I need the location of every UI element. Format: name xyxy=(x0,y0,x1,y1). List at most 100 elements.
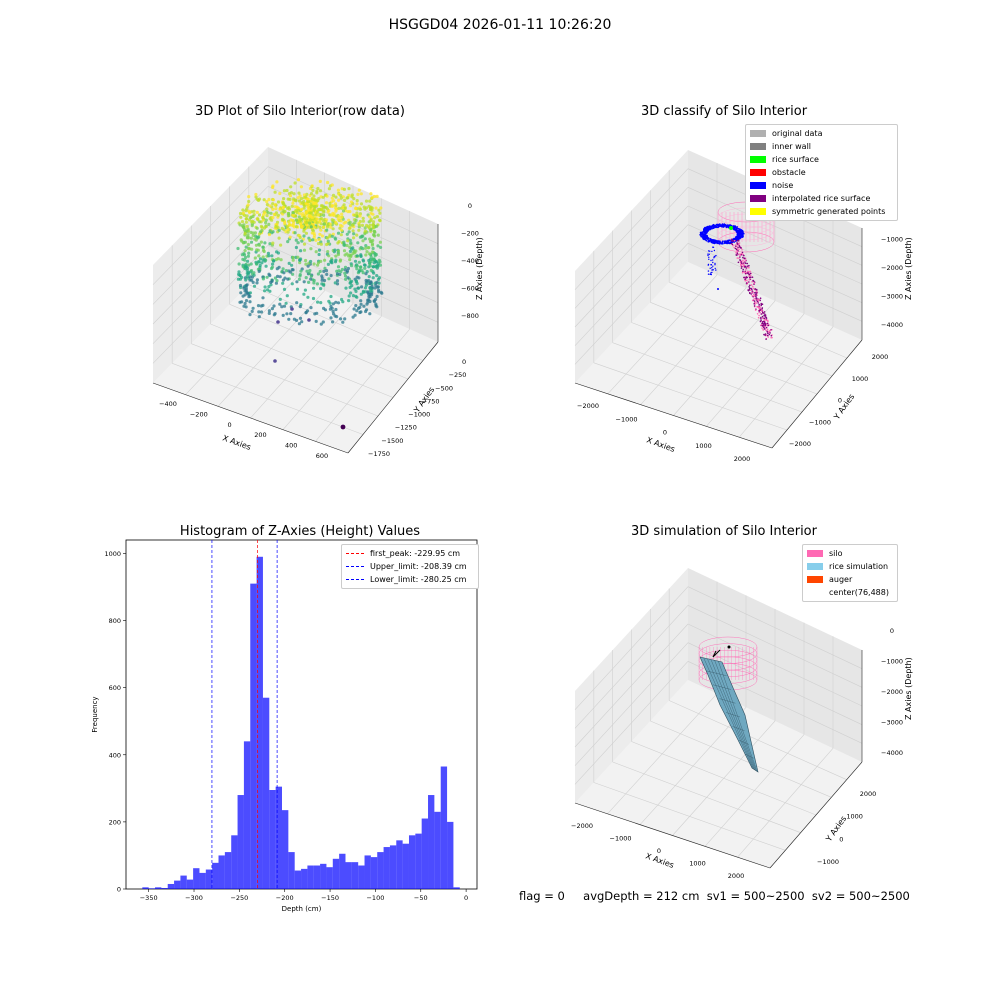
panel1-data-point xyxy=(325,228,329,232)
panel2-interp-point xyxy=(753,298,755,300)
panel2-y-tick-label: 0 xyxy=(838,397,842,405)
panel1-data-point xyxy=(260,228,264,233)
panel1-data-point xyxy=(305,309,310,313)
panel2-interp-point xyxy=(758,305,760,307)
legend-item-auger: auger xyxy=(807,573,893,586)
panel1-data-point xyxy=(271,202,275,206)
panel2-noise-point xyxy=(715,269,717,271)
panel1-data-point xyxy=(302,280,306,284)
panel2-interp-point xyxy=(765,316,767,319)
panel2-interp-point xyxy=(732,244,734,247)
panel1-y-tick-label: −500 xyxy=(435,384,453,392)
panel1-data-point xyxy=(298,273,302,277)
panel1-data-point xyxy=(371,223,375,227)
panel1-data-point xyxy=(369,192,373,196)
histogram-bar xyxy=(282,810,289,889)
panel2-interp-point xyxy=(751,299,754,302)
panel1-data-point xyxy=(310,197,314,201)
panel1-data-point xyxy=(277,265,281,269)
panel2-interp-point xyxy=(769,332,771,334)
panel2-noise-point xyxy=(732,228,735,230)
panel1-data-point xyxy=(302,292,306,296)
histogram-bar xyxy=(370,857,378,889)
panel1-data-point xyxy=(337,206,341,210)
panel1-data-point xyxy=(249,262,253,266)
histogram-bar xyxy=(205,869,213,889)
panel1-data-point xyxy=(329,316,333,320)
panel1-data-point xyxy=(245,290,249,294)
histogram-bar xyxy=(339,853,346,889)
histogram-bar xyxy=(351,862,359,889)
panel1-data-point xyxy=(294,225,299,229)
panel1-data-point xyxy=(298,261,302,265)
panel1-data-point xyxy=(268,273,272,278)
panel1-data-point xyxy=(249,236,253,240)
panel2-y-axis-label: Y Axies xyxy=(832,392,857,422)
panel2-interp-point xyxy=(755,288,758,291)
panel1-data-point xyxy=(349,291,353,295)
panel1-data-point xyxy=(272,259,276,263)
panel2-noise-point xyxy=(725,224,728,227)
panel1-data-point xyxy=(247,195,251,199)
panel1-data-point xyxy=(316,263,320,267)
panel1-data-point xyxy=(342,240,346,244)
panel1-data-point xyxy=(244,305,248,309)
panel1-data-point xyxy=(298,316,303,320)
panel2-noise-point xyxy=(740,233,743,235)
panel2-interp-point xyxy=(748,273,751,276)
panel2-noise-point xyxy=(699,231,702,234)
panel1-data-point xyxy=(252,273,256,277)
panel4-grid xyxy=(669,700,847,780)
panel1-data-point xyxy=(333,248,337,252)
panel2-interp-point xyxy=(764,323,767,326)
panel1-data-point xyxy=(357,188,361,192)
panel2-interp-point xyxy=(748,264,750,267)
panel2-z-tick-label: −1000 xyxy=(881,236,903,244)
panel2-noise-point xyxy=(734,225,736,227)
panel1-data-point xyxy=(295,287,300,291)
panel1-data-point xyxy=(289,312,293,316)
panel1-data-point xyxy=(368,240,373,244)
panel1-data-point xyxy=(321,320,325,324)
panel2-x-tick-label: −1000 xyxy=(616,415,638,423)
panel1-data-point xyxy=(336,231,341,235)
panel1-data-point xyxy=(315,217,319,221)
panel2-interp-point xyxy=(745,276,748,278)
panel2-interp-point xyxy=(764,318,766,321)
panel1-data-point xyxy=(340,212,344,216)
panel1-data-point xyxy=(372,271,376,275)
panel2-interp-point xyxy=(766,328,769,331)
panel2-noise-point xyxy=(737,233,740,236)
panel4-auger xyxy=(712,649,721,658)
legend-swatch xyxy=(750,169,766,176)
panel1-data-point xyxy=(373,230,377,234)
panel1-data-point xyxy=(278,207,282,211)
panel2-interp-point xyxy=(742,265,745,268)
panel2-interp-point xyxy=(737,243,739,245)
panel1-data-point xyxy=(262,198,266,202)
histogram-bar xyxy=(408,835,416,889)
panel1-data-point xyxy=(353,287,357,291)
panel1-data-point xyxy=(245,207,249,211)
histogram-y-tick-label: 1000 xyxy=(104,550,121,558)
panel1-data-point xyxy=(363,229,367,233)
panel1-data-point xyxy=(249,269,254,273)
panel1-data-point xyxy=(241,257,245,261)
panel1-data-point xyxy=(363,237,367,241)
panel1-data-point xyxy=(264,218,268,222)
panel2-interp-point xyxy=(759,297,762,300)
panel1-data-point xyxy=(328,222,332,226)
panel2-interp-point xyxy=(760,319,762,322)
panel1-data-point xyxy=(322,210,326,214)
histogram-bar xyxy=(389,845,397,890)
panel1-y-tick-label: 0 xyxy=(462,358,466,366)
panel2-interp-point xyxy=(754,292,756,294)
panel1-data-point xyxy=(253,256,257,260)
panel1-data-point xyxy=(360,223,365,227)
panel1-data-point xyxy=(300,225,304,229)
panel1-data-point xyxy=(240,300,244,304)
legend-item-interpolated-rice-surface: interpolated rice surface xyxy=(750,192,893,205)
panel1-data-point xyxy=(361,258,365,262)
panel1-data-point xyxy=(261,296,265,300)
panel1-data-point xyxy=(371,246,375,251)
